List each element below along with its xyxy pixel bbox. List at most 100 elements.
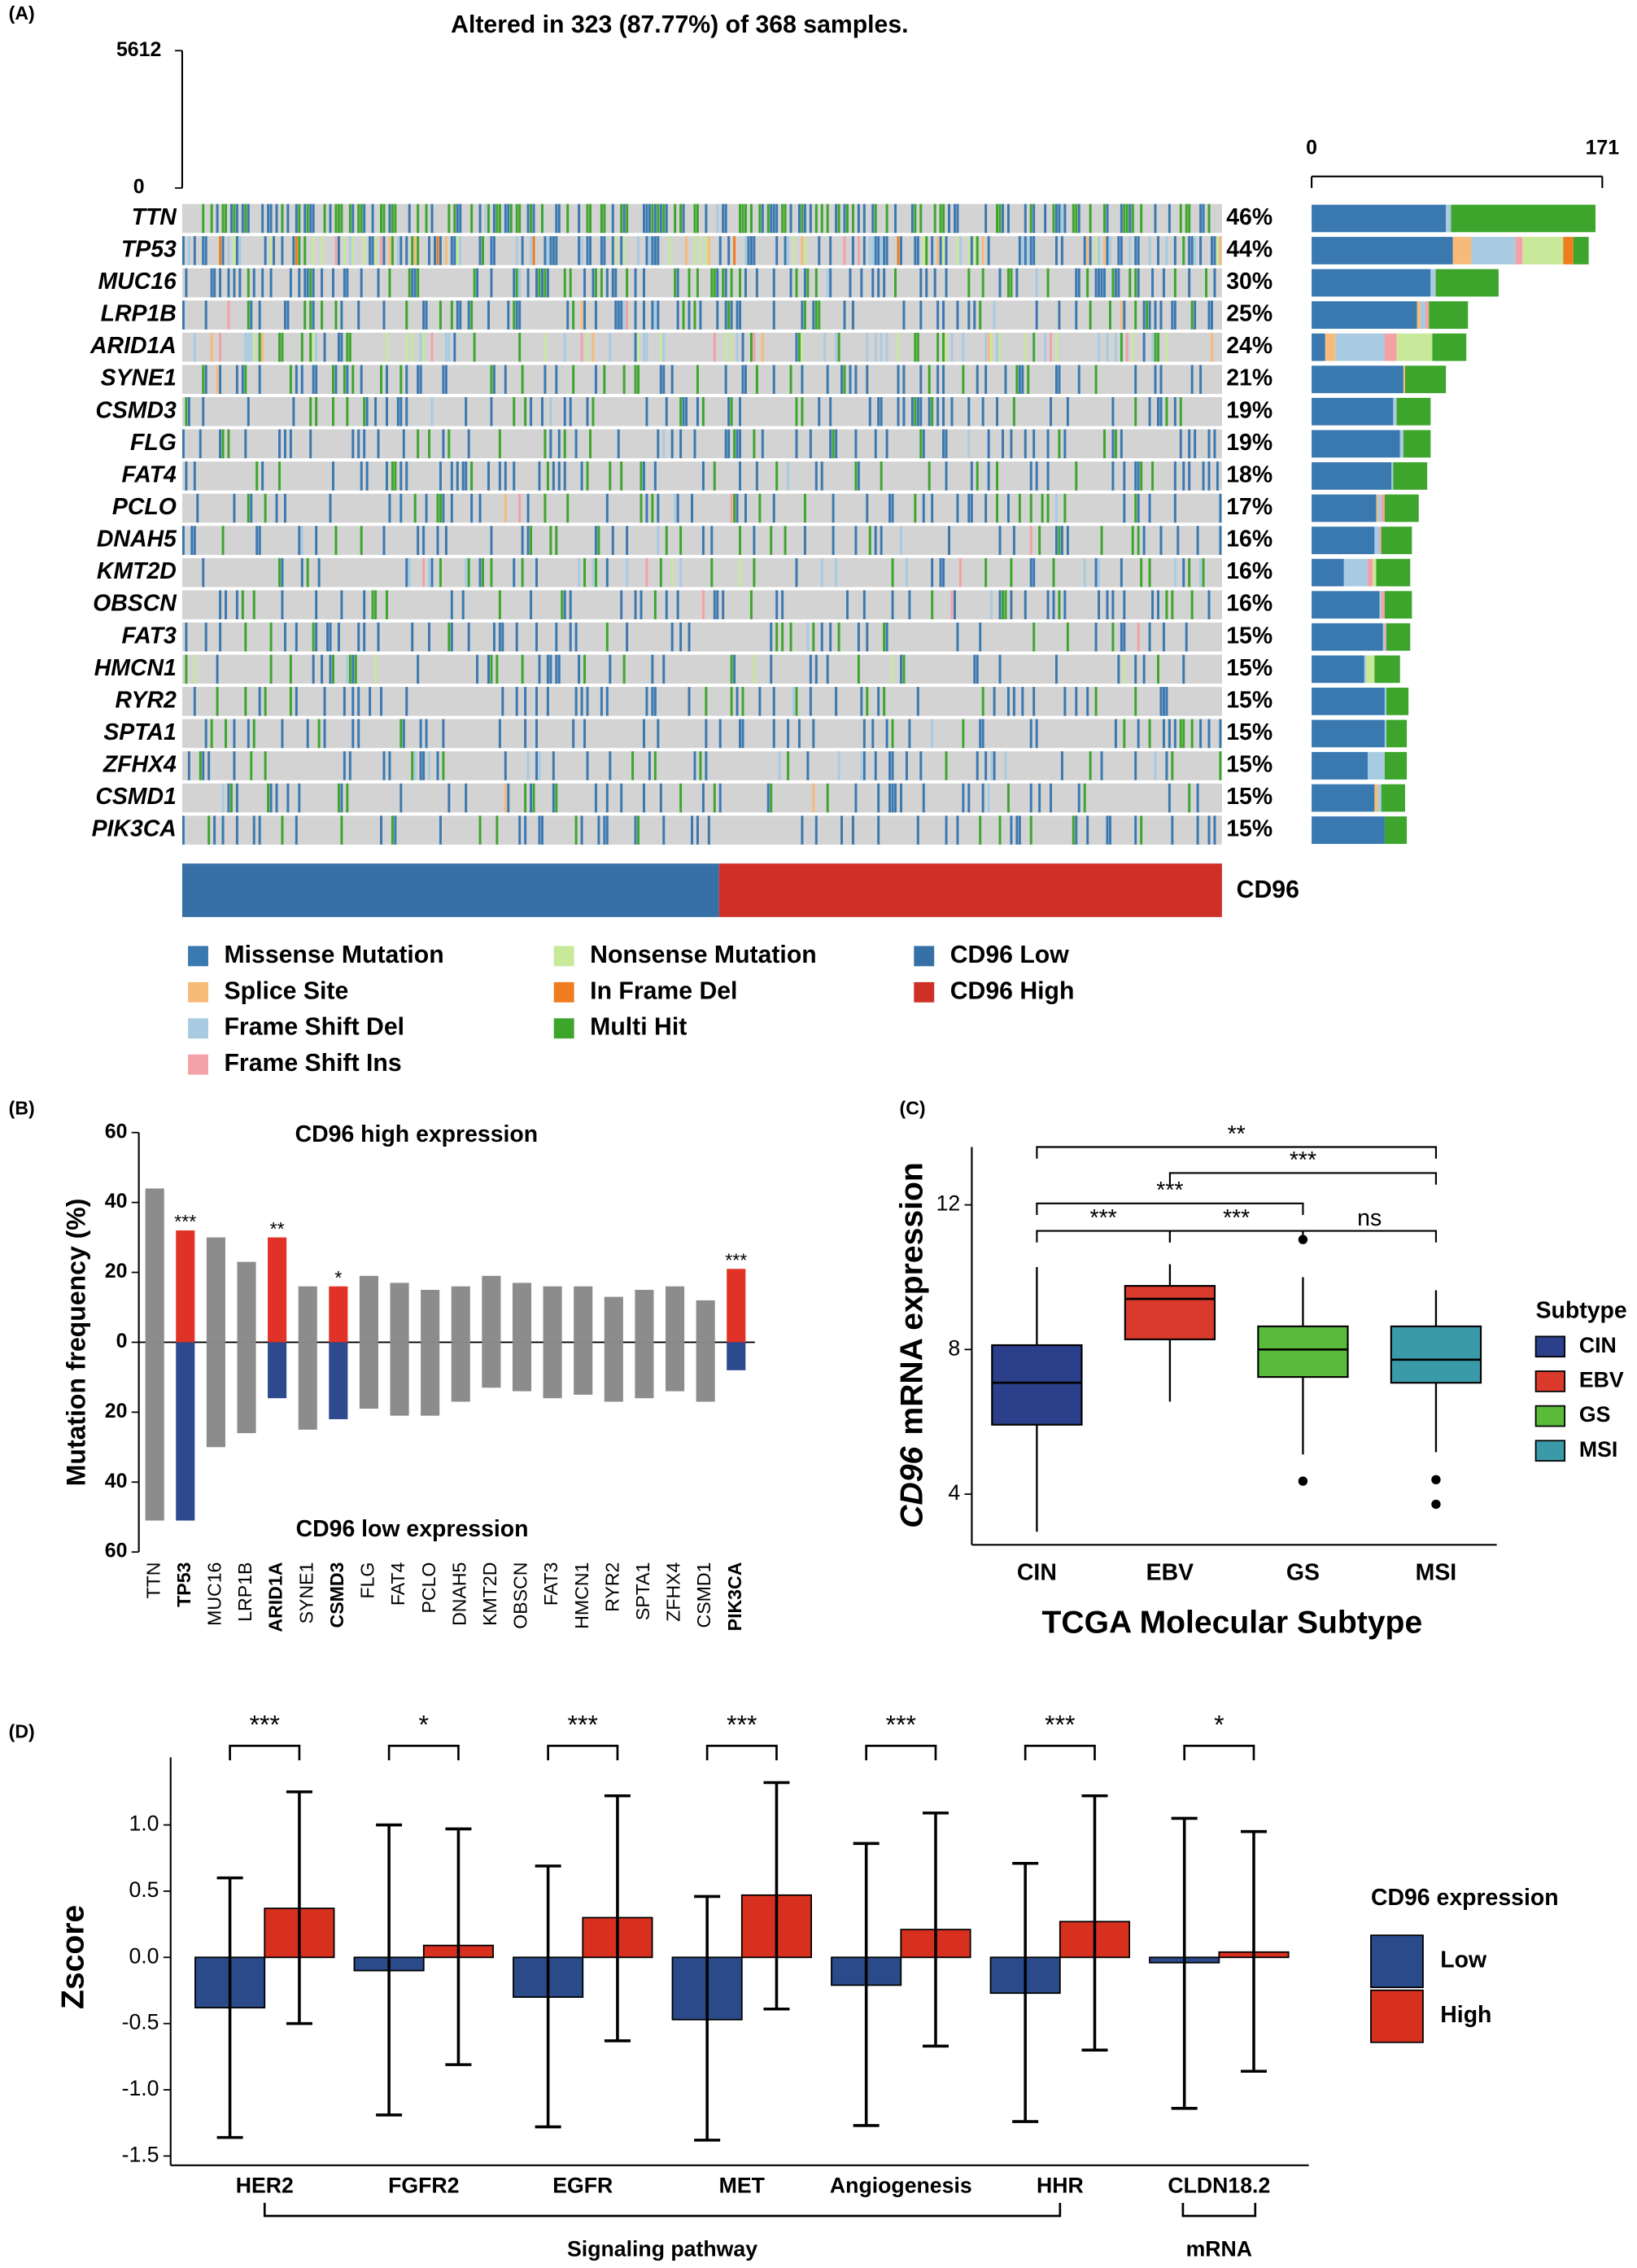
comparison-bracket	[1036, 1146, 1438, 1159]
gene-label: SPTA1	[103, 719, 177, 745]
x-tick-label: ARID1A	[265, 1562, 286, 1632]
significance-label: ***	[1045, 1711, 1075, 1740]
x-tick-label: CSMD3	[326, 1562, 347, 1628]
percent-label: 16%	[1226, 527, 1272, 553]
gene-bar-segment	[1312, 365, 1403, 394]
comparison-bracket	[1168, 1230, 1304, 1243]
bar	[635, 1342, 654, 1399]
panel-label: (B)	[9, 1097, 35, 1118]
percent-label: 46%	[1226, 204, 1272, 230]
gene-bar-segment	[1515, 237, 1523, 264]
bar	[543, 1286, 562, 1343]
x-tick-label: PCLO	[418, 1562, 439, 1614]
error-bar	[1171, 1816, 1198, 2110]
gene-bar-segment	[1384, 494, 1419, 522]
mutation-cells	[181, 300, 1213, 330]
gene-bar-segment	[1381, 494, 1385, 522]
percent-label: 16%	[1226, 558, 1272, 584]
gene-bar-segment	[1376, 558, 1411, 587]
matrix-row	[181, 719, 1222, 749]
gene-bar-segment	[1432, 333, 1467, 361]
panel-label: (C)	[900, 1097, 926, 1118]
x-tick-label: TP53	[173, 1562, 194, 1606]
comparison-bracket	[1302, 1230, 1438, 1243]
percent-label: 15%	[1226, 752, 1272, 778]
tmb-tick-label: 5612	[116, 38, 161, 61]
error-bar	[853, 1842, 880, 2127]
bar	[421, 1342, 440, 1416]
error-bar	[535, 1864, 561, 2129]
gene-bar-segment	[1335, 333, 1385, 361]
legend-swatch	[188, 1018, 208, 1039]
matrix-row	[181, 236, 1222, 265]
annotation-block	[181, 863, 719, 917]
legend-label: CIN	[1579, 1333, 1617, 1357]
panel-label: (A)	[9, 2, 35, 24]
percent-label: 15%	[1226, 687, 1272, 713]
x-tick-label: PIK3CA	[724, 1562, 745, 1631]
significance-label: ***	[568, 1711, 598, 1740]
percent-label: 19%	[1226, 430, 1272, 456]
x-tick-label: CIN	[1017, 1559, 1057, 1585]
significance-label: *	[334, 1267, 342, 1288]
mutation-cells	[1137, 622, 1140, 652]
gene-bar-segment	[1365, 655, 1375, 684]
percent-label: 21%	[1226, 365, 1272, 391]
gene-bar-segment	[1384, 333, 1397, 361]
gene-bar-segment	[1393, 462, 1428, 490]
gene-bar-segment	[1312, 655, 1364, 684]
gene-bar-segment	[1312, 816, 1385, 845]
comparison-label: ***	[1290, 1147, 1316, 1173]
box	[991, 1344, 1083, 1426]
bar	[145, 1188, 164, 1343]
gene-bar-segment	[1312, 687, 1385, 715]
gene-label: RYR2	[116, 687, 177, 713]
chart-title: Altered in 323 (87.77%) of 368 samples.	[451, 11, 908, 38]
gene-bar-segment	[1374, 784, 1378, 812]
legend-label: CD96 High	[950, 977, 1075, 1004]
y-tick-label: 8	[948, 1335, 960, 1360]
gene-bar-segment	[1384, 623, 1387, 651]
bar	[635, 1290, 654, 1343]
gene-bar-segment	[1368, 752, 1385, 780]
significance-label: ***	[725, 1249, 747, 1270]
mutation-cells	[187, 397, 1176, 426]
percent-label: 17%	[1226, 494, 1272, 520]
gene-bar-segment	[1396, 333, 1433, 361]
legend-label: Low	[1440, 1947, 1487, 1973]
matrix-row	[181, 332, 1222, 362]
gene-bar-segment	[1452, 237, 1472, 264]
gene-bar-segment	[1471, 237, 1516, 264]
bar	[604, 1296, 623, 1343]
legend-swatch	[188, 946, 208, 967]
y-tick-label: 60	[105, 1540, 128, 1562]
percent-label: 18%	[1226, 461, 1272, 487]
mutation-cells	[216, 365, 219, 395]
gene-label: PCLO	[112, 494, 177, 520]
bar-axis-label: 171	[1586, 137, 1620, 160]
gene-label: MUC16	[98, 269, 177, 295]
gene-label: TTN	[132, 204, 178, 230]
gene-bar-segment	[1384, 816, 1408, 845]
gene-label: HMCN1	[94, 655, 177, 681]
mutation-cells	[247, 493, 1137, 523]
gene-bar-segment	[1386, 623, 1411, 651]
group-label: Signaling pathway	[567, 2237, 757, 2261]
gene-label: SYNE1	[101, 365, 177, 391]
series-annotation: CD96 high expression	[295, 1121, 539, 1147]
x-tick-label: RYR2	[601, 1562, 622, 1612]
x-tick-label: CSMD1	[693, 1562, 714, 1628]
error-bar	[216, 1876, 243, 2139]
gene-bar-segment	[1379, 527, 1382, 554]
matrix-row	[181, 751, 1222, 780]
gene-bar-segment	[1312, 719, 1385, 748]
mutation-cells	[792, 687, 795, 716]
matrix-row	[181, 300, 1222, 330]
gene-bar-segment	[1451, 204, 1596, 233]
box	[1124, 1285, 1216, 1340]
y-tick-label: -1.0	[122, 2076, 159, 2100]
legend-label: Frame Shift Ins	[224, 1050, 401, 1077]
gene-label: FLG	[130, 430, 177, 456]
bar	[421, 1290, 440, 1343]
annotation-label: CD96	[1237, 876, 1299, 903]
